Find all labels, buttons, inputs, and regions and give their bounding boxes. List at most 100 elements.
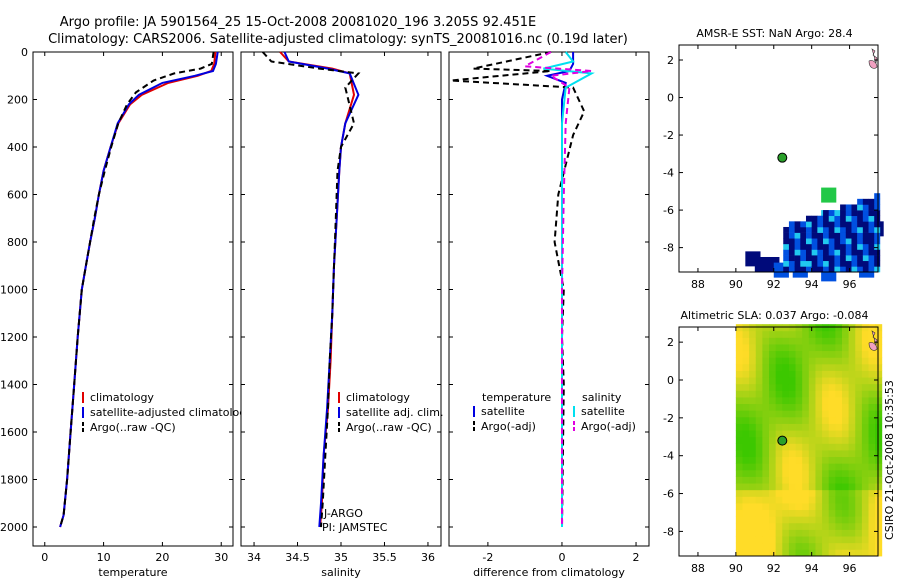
- sla-cell: [808, 397, 816, 405]
- sla-cell: [841, 483, 850, 491]
- sla-cell: [749, 416, 757, 424]
- sst-cell: [862, 238, 869, 245]
- sla-cell: [822, 350, 830, 358]
- sla-cell: [841, 370, 850, 378]
- sla-cell: [762, 436, 770, 444]
- sla-cell: [802, 383, 810, 391]
- x-tick-label: 10: [97, 551, 111, 564]
- sla-cell: [835, 529, 843, 537]
- sla-cell: [749, 483, 757, 491]
- sla-cell: [788, 536, 796, 544]
- sla-cell: [762, 489, 770, 497]
- sla-cell: [788, 416, 796, 424]
- sla-cell: [808, 522, 816, 530]
- sst-cell: [874, 249, 881, 256]
- sla-cell: [855, 542, 863, 550]
- sla-cell: [861, 549, 869, 557]
- sla-cell: [815, 363, 823, 371]
- sla-cell: [828, 416, 836, 424]
- sst-cell: [874, 210, 881, 217]
- sst-cell: [783, 249, 790, 256]
- sla-cell: [755, 330, 763, 338]
- sla-cell: [855, 357, 863, 365]
- sla-cell: [742, 403, 750, 411]
- sst-cell: [868, 266, 875, 273]
- sla-cell: [861, 489, 869, 497]
- sla-cell: [742, 357, 750, 365]
- map-frame: [678, 326, 879, 557]
- sla-cell: [742, 397, 750, 405]
- sla-cell: [815, 463, 823, 471]
- sla-cell: [868, 463, 876, 471]
- sst-cell: [788, 232, 795, 239]
- sla-cell: [742, 370, 750, 378]
- sla-cell: [815, 536, 823, 544]
- x-tick-label: 90: [729, 562, 743, 575]
- sla-cell: [735, 536, 743, 544]
- sla-cell: [762, 337, 770, 345]
- sla-cell: [875, 469, 883, 477]
- sla-cell: [855, 390, 863, 398]
- sla-cell: [875, 549, 883, 557]
- sst-cell: [811, 226, 818, 233]
- sla-cell: [775, 456, 783, 464]
- sst-cell: [862, 198, 869, 205]
- sla-cell: [815, 350, 823, 358]
- sla-cell: [762, 350, 770, 358]
- sla-cell: [769, 390, 777, 398]
- sla-cell: [762, 324, 770, 332]
- sla-cell: [795, 483, 803, 491]
- sla-cell: [841, 522, 850, 530]
- sla-cell: [868, 456, 876, 464]
- sla-cell: [868, 529, 876, 537]
- sla-cell: [749, 476, 757, 484]
- sla-cell: [782, 463, 790, 471]
- y-tick-label: 1800: [0, 474, 28, 487]
- sla-cell: [782, 529, 790, 537]
- sla-cell: [788, 436, 796, 444]
- sla-cell: [775, 516, 783, 524]
- sla-cell: [735, 390, 743, 398]
- sla-cell: [735, 456, 743, 464]
- sla-cell: [775, 522, 783, 530]
- sla-cell: [742, 456, 750, 464]
- sla-cell: [815, 377, 823, 385]
- sst-cell: [783, 260, 790, 267]
- legend-entry: Argo(-adj): [481, 420, 536, 433]
- plot-frame: [448, 51, 650, 547]
- sla-cell: [749, 489, 757, 497]
- sla-cell: [769, 469, 777, 477]
- sla-cell: [788, 410, 796, 418]
- sla-cell: [848, 423, 856, 431]
- legend-entry: climatology: [90, 391, 154, 404]
- x-tick-label: 92: [767, 278, 781, 291]
- sst-cell: [811, 249, 818, 256]
- sla-cell: [795, 350, 803, 358]
- sst-cell: [817, 249, 824, 256]
- sla-cell: [861, 357, 869, 365]
- sla-cell: [795, 450, 803, 458]
- sla-cell: [841, 350, 850, 358]
- sla-cell: [742, 549, 750, 557]
- legend-entry: satellite-adjusted climatology: [90, 406, 253, 419]
- sla-cell: [855, 430, 863, 438]
- sla-cell: [868, 436, 876, 444]
- sla-cell: [822, 463, 830, 471]
- sla-cell: [762, 463, 770, 471]
- sla-cell: [735, 324, 743, 332]
- sla-cell: [749, 469, 757, 477]
- sla-cell: [875, 436, 883, 444]
- sla-cell: [861, 330, 869, 338]
- sla-cell: [868, 489, 876, 497]
- sla-cell: [868, 324, 876, 332]
- sla-cell: [848, 509, 856, 517]
- sla-cell: [735, 542, 743, 550]
- sla-cell: [755, 430, 763, 438]
- sla-cell: [762, 516, 770, 524]
- sla-cell: [788, 456, 796, 464]
- sla-cell: [782, 496, 790, 504]
- sla-cell: [855, 383, 863, 391]
- sla-cell: [855, 416, 863, 424]
- sst-cell: [840, 260, 847, 267]
- sla-cell: [802, 483, 810, 491]
